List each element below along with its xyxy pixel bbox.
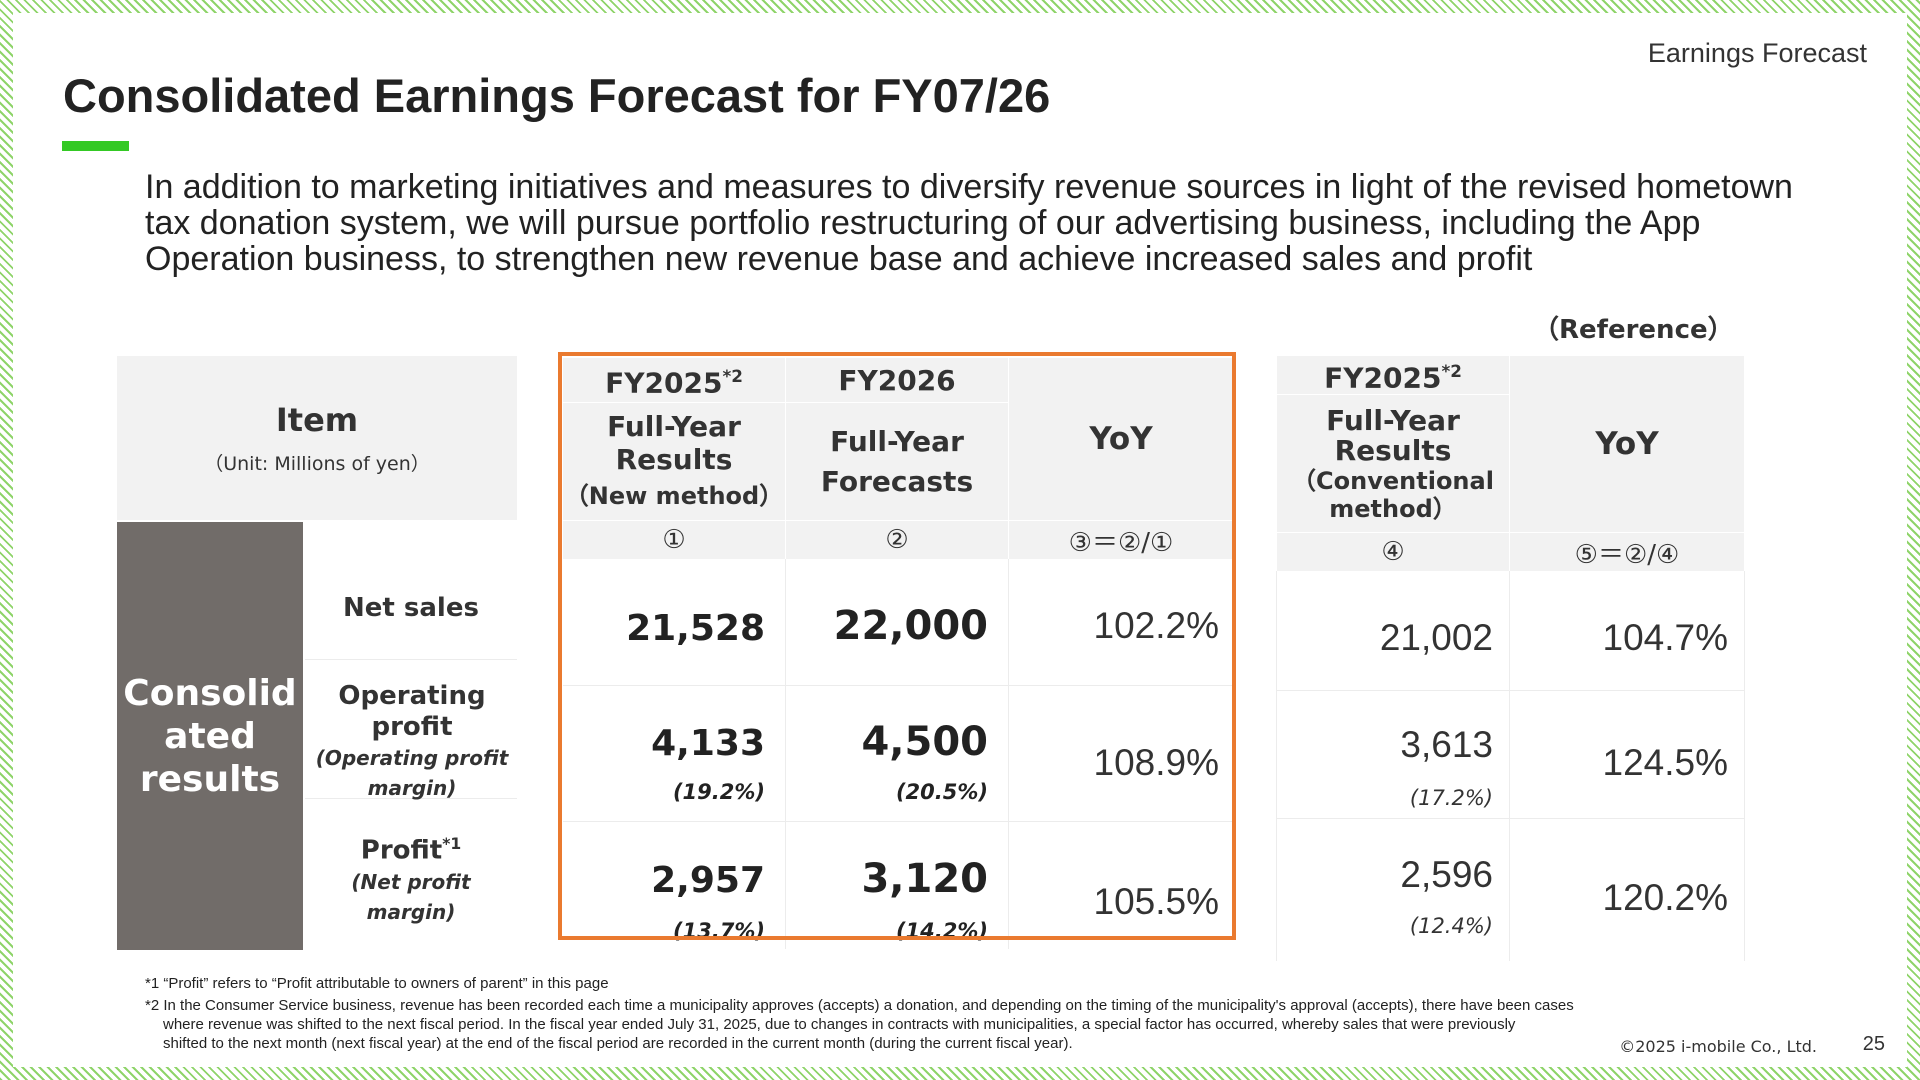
- net-sales-ref-fy2025: 21,002: [1379, 617, 1493, 658]
- row-label-operating-profit: Operating profit (Operating profit margi…: [315, 681, 509, 800]
- net-sales-fy2025: 21,528: [626, 607, 765, 649]
- col-divider: [1008, 559, 1009, 949]
- footnote-1: *1 “Profit” refers to “Profit attributab…: [145, 975, 609, 992]
- op-profit-ref-fy2025: 3,613: [1400, 724, 1493, 765]
- profit-ref-fy2025: 2,596: [1400, 854, 1493, 895]
- ref1-title-cell: Full-Year Results （Conventional method）: [1277, 395, 1509, 532]
- row-divider: [563, 685, 1233, 686]
- op-margin-fy2025: (19.2%): [672, 780, 765, 804]
- item-header: Item: [275, 400, 359, 439]
- unit-label: （Unit: Millions of yen）: [204, 452, 430, 475]
- op-margin-ref-fy2025: (17.2%): [1409, 786, 1493, 810]
- forecast-highlight-box: [558, 352, 1236, 940]
- row-divider: [1277, 818, 1744, 819]
- copyright: ©2025 i-mobile Co., Ltd.: [1619, 1037, 1817, 1056]
- profit-fy2026: 3,120: [861, 856, 988, 902]
- ref1-index: ④: [1277, 533, 1509, 571]
- col-divider: [1744, 571, 1745, 961]
- profit-margin-ref-fy2025: (12.4%): [1409, 914, 1493, 938]
- row-label-profit: Profit*1 (Net profit margin): [351, 835, 471, 924]
- col1-line3: （New method）: [564, 482, 784, 510]
- footnote-2-line1: *2 In the Consumer Service business, rev…: [145, 997, 1574, 1014]
- col2-line1: Full-Year: [830, 424, 964, 458]
- op-margin-fy2026: (20.5%): [895, 780, 988, 804]
- title-accent-bar: [62, 141, 129, 151]
- page-number: 25: [1862, 1033, 1885, 1055]
- footnote-2-line2: where revenue was shifted to the next fi…: [163, 1016, 1516, 1033]
- ref1-line1: Full-Year: [1326, 403, 1460, 437]
- col-divider: [1509, 571, 1510, 961]
- row-divider: [305, 659, 517, 660]
- col2-line2: Forecasts: [820, 464, 974, 498]
- page-title: Consolidated Earnings Forecast for FY07/…: [63, 69, 1051, 122]
- col3-index: ③＝②/①: [1009, 521, 1233, 559]
- ref1-line4: method）: [1329, 494, 1457, 523]
- ref2-yoy-header: YoY: [1510, 356, 1744, 532]
- ref2-index: ⑤＝②/④: [1510, 533, 1744, 571]
- col1-year-cell: FY2025*2: [563, 358, 785, 402]
- row-divider: [563, 821, 1233, 822]
- col2-year: FY2026: [786, 358, 1008, 402]
- net-sales-yoy: 102.2%: [1093, 605, 1220, 646]
- row-divider: [1277, 690, 1744, 691]
- col2-index: ②: [786, 521, 1008, 559]
- col1-index: ①: [563, 521, 785, 559]
- ref1-line2: Results: [1334, 433, 1452, 467]
- row-label-net-sales: Net sales: [343, 592, 479, 623]
- net-sales-ref-yoy: 104.7%: [1602, 617, 1729, 658]
- col2-title-cell: Full-Year Forecasts: [786, 403, 1008, 520]
- profit-yoy: 105.5%: [1093, 881, 1220, 922]
- ref1-year-cell: FY2025*2: [1277, 356, 1509, 395]
- consolidated-results-label: Consolid ated results: [117, 522, 303, 950]
- ref1-line3: （Conventional: [1292, 466, 1494, 495]
- slide: Earnings Forecast Consolidated Earnings …: [13, 13, 1907, 1067]
- op-profit-fy2026: 4,500: [861, 719, 988, 765]
- col-divider: [785, 559, 786, 949]
- item-header-cell: Item （Unit: Millions of yen）: [117, 356, 517, 520]
- col-divider: [1276, 571, 1277, 961]
- col1-title-cell: Full-Year Results （New method）: [563, 403, 785, 520]
- net-sales-fy2026: 22,000: [833, 603, 988, 649]
- op-profit-yoy: 108.9%: [1093, 742, 1220, 783]
- section-label: Earnings Forecast: [1647, 38, 1867, 68]
- col1-year: FY2025*2: [605, 366, 743, 400]
- row-divider: [305, 798, 517, 799]
- ref1-year: FY2025*2: [1324, 361, 1462, 395]
- footnote-2-line3: shifted to the next month (next fiscal y…: [163, 1035, 1073, 1052]
- col3-yoy-header: YoY: [1009, 358, 1233, 520]
- op-profit-ref-yoy: 124.5%: [1602, 742, 1729, 783]
- op-profit-fy2025: 4,133: [651, 722, 765, 764]
- profit-fy2025: 2,957: [651, 859, 765, 901]
- intro-paragraph: In addition to marketing initiatives and…: [145, 168, 1793, 278]
- profit-ref-yoy: 120.2%: [1602, 877, 1729, 918]
- col1-line2: Results: [615, 443, 733, 476]
- col1-line1: Full-Year: [607, 410, 741, 443]
- reference-label: （Reference）: [1533, 315, 1734, 345]
